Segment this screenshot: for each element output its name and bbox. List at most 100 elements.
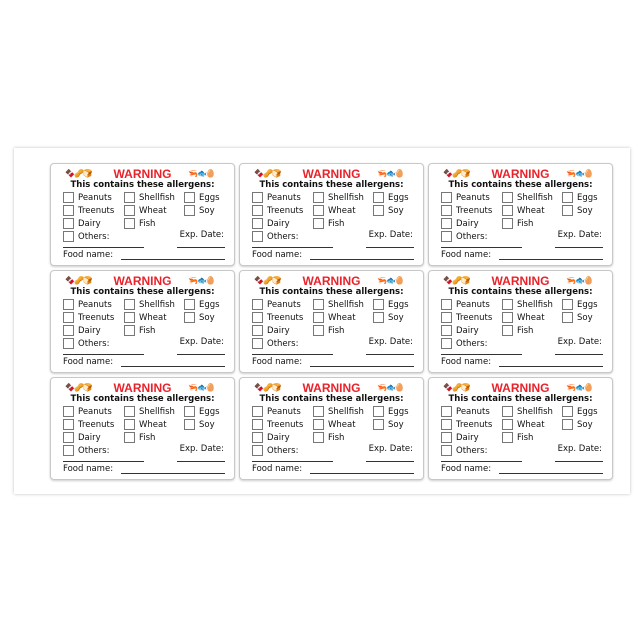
allergen-option[interactable]: Eggs xyxy=(562,299,598,310)
checkbox[interactable] xyxy=(252,338,263,349)
allergen-option[interactable]: Soy xyxy=(373,205,404,216)
checkbox[interactable] xyxy=(252,432,263,443)
checkbox[interactable] xyxy=(441,419,452,430)
allergen-option[interactable]: Soy xyxy=(184,419,215,430)
allergen-option[interactable]: Wheat xyxy=(502,205,545,216)
checkbox[interactable] xyxy=(63,406,74,417)
others-option[interactable]: Others: xyxy=(441,338,487,349)
others-option[interactable]: Others: xyxy=(63,231,109,242)
checkbox[interactable] xyxy=(373,192,384,203)
others-option[interactable]: Others: xyxy=(63,338,109,349)
checkbox[interactable] xyxy=(373,205,384,216)
allergen-option[interactable]: Peanuts xyxy=(441,192,490,203)
allergen-option[interactable]: Shellfish xyxy=(124,299,175,310)
checkbox[interactable] xyxy=(313,406,324,417)
checkbox[interactable] xyxy=(63,205,74,216)
checkbox[interactable] xyxy=(441,192,452,203)
checkbox[interactable] xyxy=(502,325,513,336)
checkbox[interactable] xyxy=(502,419,513,430)
checkbox[interactable] xyxy=(441,312,452,323)
checkbox[interactable] xyxy=(441,205,452,216)
allergen-option[interactable]: Eggs xyxy=(562,192,598,203)
allergen-option[interactable]: Eggs xyxy=(184,406,220,417)
allergen-option[interactable]: Wheat xyxy=(502,419,545,430)
checkbox[interactable] xyxy=(184,406,195,417)
checkbox[interactable] xyxy=(63,338,74,349)
checkbox[interactable] xyxy=(373,406,384,417)
checkbox[interactable] xyxy=(313,299,324,310)
allergen-option[interactable]: Shellfish xyxy=(313,299,364,310)
others-option[interactable]: Others: xyxy=(441,445,487,456)
others-option[interactable]: Others: xyxy=(252,231,298,242)
others-option[interactable]: Others: xyxy=(252,445,298,456)
checkbox[interactable] xyxy=(184,205,195,216)
allergen-option[interactable]: Treenuts xyxy=(63,419,114,430)
checkbox[interactable] xyxy=(63,192,74,203)
checkbox[interactable] xyxy=(252,218,263,229)
checkbox[interactable] xyxy=(124,406,135,417)
checkbox[interactable] xyxy=(63,419,74,430)
allergen-option[interactable]: Eggs xyxy=(562,406,598,417)
others-option[interactable]: Others: xyxy=(252,338,298,349)
checkbox[interactable] xyxy=(562,419,573,430)
checkbox[interactable] xyxy=(441,325,452,336)
allergen-option[interactable]: Fish xyxy=(313,325,344,336)
allergen-option[interactable]: Eggs xyxy=(373,406,409,417)
checkbox[interactable] xyxy=(252,445,263,456)
allergen-option[interactable]: Fish xyxy=(124,432,155,443)
checkbox[interactable] xyxy=(313,312,324,323)
checkbox[interactable] xyxy=(124,218,135,229)
checkbox[interactable] xyxy=(373,419,384,430)
checkbox[interactable] xyxy=(562,299,573,310)
allergen-option[interactable]: Fish xyxy=(502,325,533,336)
allergen-option[interactable]: Soy xyxy=(562,312,593,323)
checkbox[interactable] xyxy=(124,192,135,203)
checkbox[interactable] xyxy=(373,312,384,323)
allergen-option[interactable]: Treenuts xyxy=(441,419,492,430)
allergen-option[interactable]: Dairy xyxy=(63,432,101,443)
allergen-option[interactable]: Shellfish xyxy=(502,406,553,417)
checkbox[interactable] xyxy=(252,231,263,242)
checkbox[interactable] xyxy=(441,406,452,417)
checkbox[interactable] xyxy=(441,445,452,456)
checkbox[interactable] xyxy=(502,218,513,229)
allergen-option[interactable]: Treenuts xyxy=(441,312,492,323)
checkbox[interactable] xyxy=(252,299,263,310)
allergen-option[interactable]: Shellfish xyxy=(313,192,364,203)
allergen-option[interactable]: Wheat xyxy=(313,312,356,323)
allergen-option[interactable]: Dairy xyxy=(441,325,479,336)
checkbox[interactable] xyxy=(252,419,263,430)
allergen-option[interactable]: Dairy xyxy=(252,432,290,443)
checkbox[interactable] xyxy=(562,205,573,216)
allergen-option[interactable]: Treenuts xyxy=(63,312,114,323)
allergen-option[interactable]: Peanuts xyxy=(252,299,301,310)
allergen-option[interactable]: Treenuts xyxy=(252,312,303,323)
allergen-option[interactable]: Peanuts xyxy=(63,299,112,310)
allergen-option[interactable]: Peanuts xyxy=(441,406,490,417)
checkbox[interactable] xyxy=(124,432,135,443)
allergen-option[interactable]: Dairy xyxy=(63,218,101,229)
allergen-option[interactable]: Dairy xyxy=(252,218,290,229)
checkbox[interactable] xyxy=(252,325,263,336)
allergen-option[interactable]: Fish xyxy=(124,325,155,336)
allergen-option[interactable]: Peanuts xyxy=(63,406,112,417)
allergen-option[interactable]: Soy xyxy=(373,312,404,323)
allergen-option[interactable]: Wheat xyxy=(124,205,167,216)
checkbox[interactable] xyxy=(502,299,513,310)
others-option[interactable]: Others: xyxy=(63,445,109,456)
checkbox[interactable] xyxy=(562,192,573,203)
allergen-option[interactable]: Treenuts xyxy=(63,205,114,216)
checkbox[interactable] xyxy=(502,205,513,216)
allergen-option[interactable]: Shellfish xyxy=(313,406,364,417)
allergen-option[interactable]: Wheat xyxy=(124,312,167,323)
allergen-option[interactable]: Dairy xyxy=(63,325,101,336)
checkbox[interactable] xyxy=(441,432,452,443)
allergen-option[interactable]: Shellfish xyxy=(124,192,175,203)
checkbox[interactable] xyxy=(63,231,74,242)
allergen-option[interactable]: Soy xyxy=(562,205,593,216)
checkbox[interactable] xyxy=(124,299,135,310)
allergen-option[interactable]: Soy xyxy=(184,205,215,216)
checkbox[interactable] xyxy=(313,432,324,443)
checkbox[interactable] xyxy=(502,432,513,443)
checkbox[interactable] xyxy=(63,445,74,456)
